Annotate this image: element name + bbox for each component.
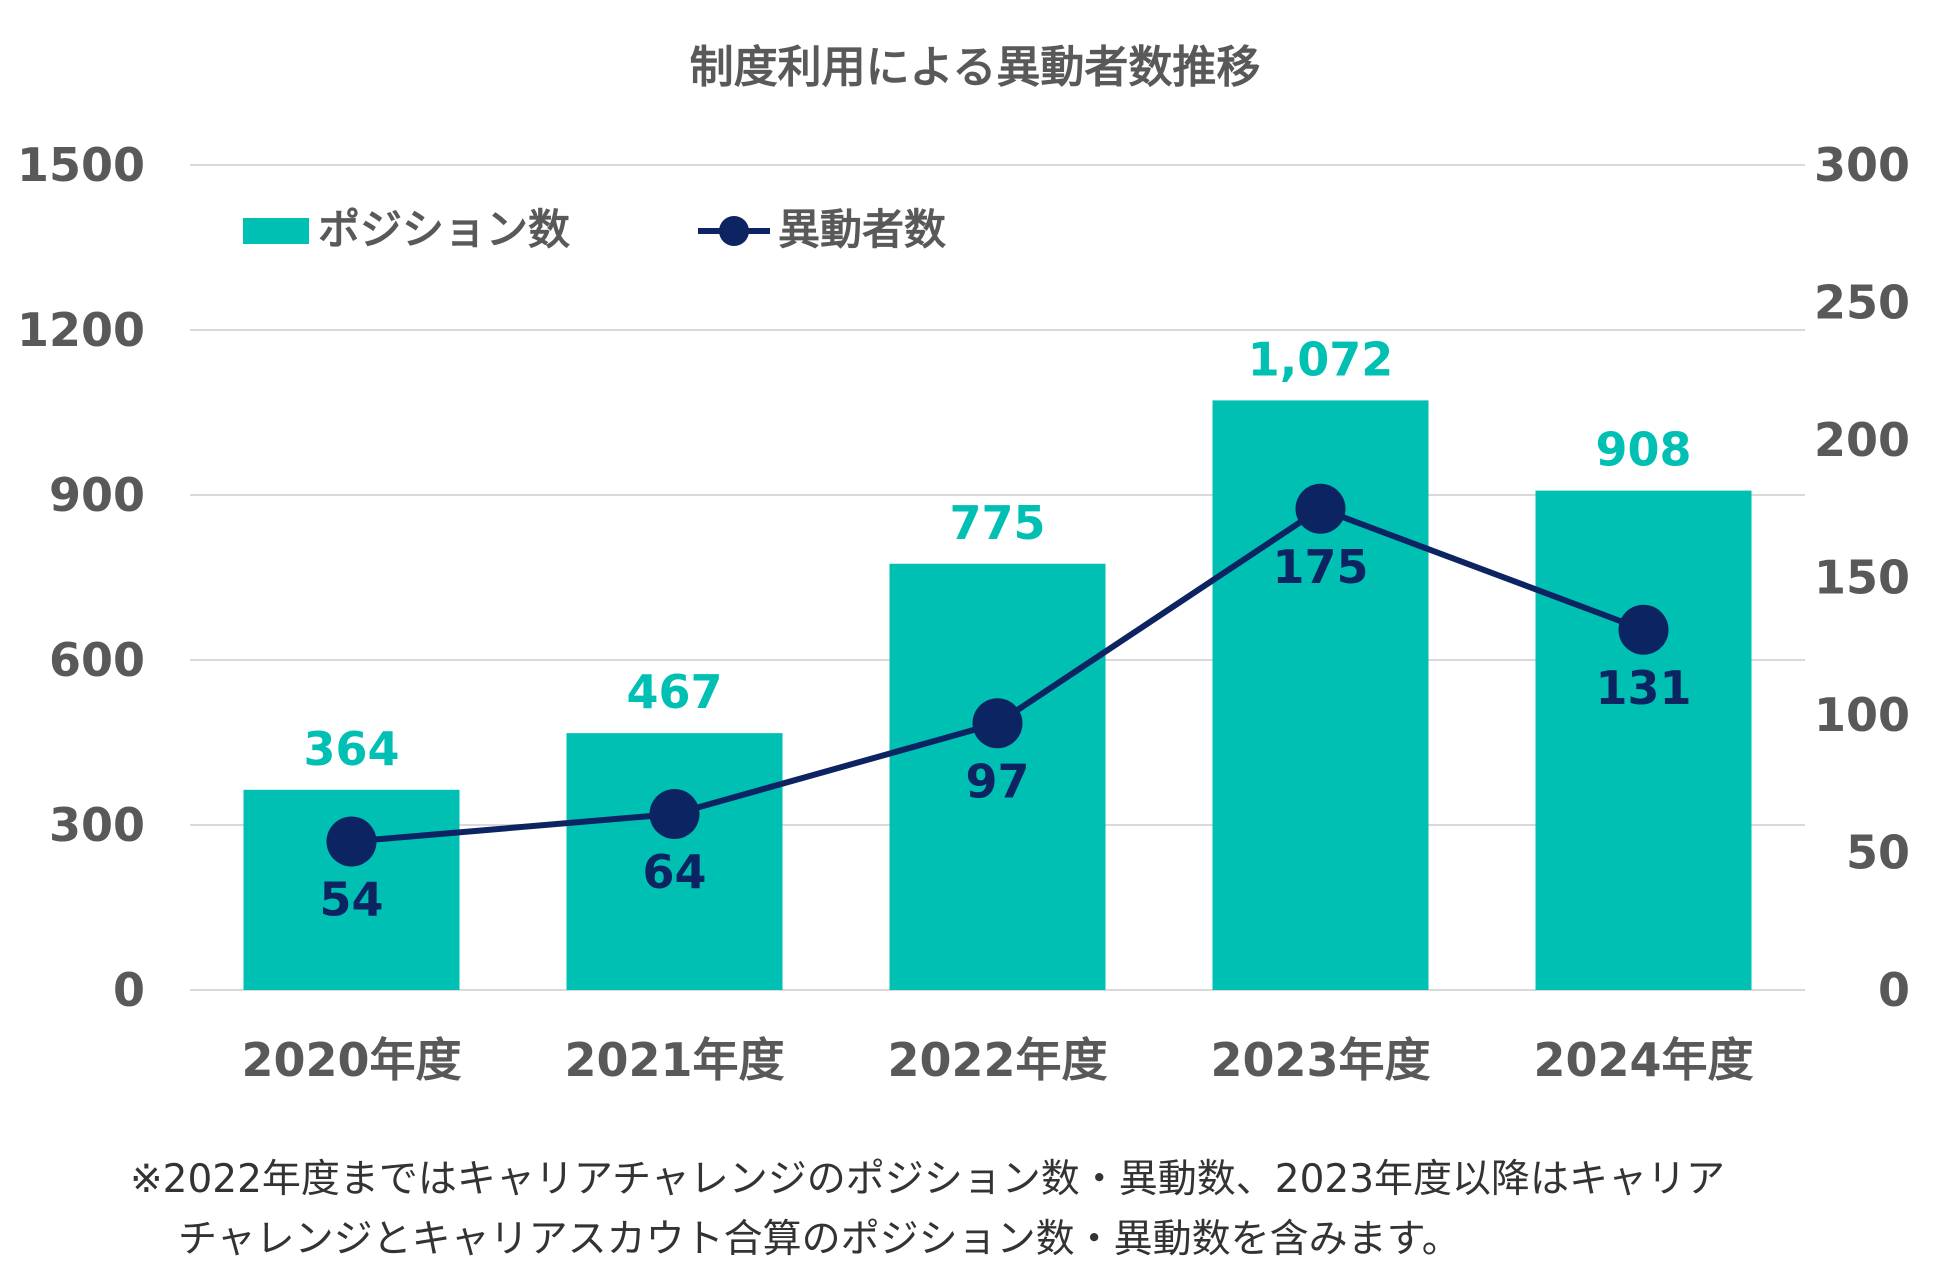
bar-series [243, 400, 1752, 990]
left-axis-tick: 1500 [17, 138, 145, 192]
right-axis-tick: 50 [1846, 826, 1910, 880]
left-axis-tick: 0 [113, 963, 145, 1017]
line-point [1295, 483, 1346, 534]
x-axis-tick: 2021年度 [564, 1033, 784, 1087]
x-axis: 2020年度 2021年度 2022年度 2023年度 2024年度 [241, 1033, 1753, 1087]
line-labels: 54 64 97 175 131 [319, 540, 1691, 927]
left-axis-tick: 1200 [17, 303, 145, 357]
bar-labels: 364 467 775 1,072 908 [303, 332, 1691, 775]
x-axis-tick: 2020年度 [241, 1033, 461, 1087]
chart-title: 制度利用による異動者数推移 [690, 42, 1261, 93]
legend-swatch-bar [243, 218, 309, 244]
bar-data-label: 1,072 [1248, 332, 1394, 386]
footnote-line-2: チャレンジとキャリアスカウト合算のポジション数・異動数を含みます。 [178, 1217, 1461, 1262]
right-axis-tick: 200 [1814, 413, 1910, 467]
line-data-label: 64 [642, 845, 706, 899]
line-point [1618, 604, 1669, 655]
bar-data-label: 908 [1595, 423, 1691, 477]
right-axis-tick: 150 [1814, 551, 1910, 605]
bar-data-label: 775 [949, 496, 1045, 550]
right-axis: 0 50 100 150 200 250 300 [1814, 138, 1910, 1017]
legend-label-bar: ポジション数 [318, 205, 570, 254]
left-axis: 0 300 600 900 1200 1500 [17, 138, 145, 1017]
x-axis-tick: 2024年度 [1533, 1033, 1753, 1087]
legend-marker [719, 216, 749, 246]
x-axis-tick: 2022年度 [887, 1033, 1107, 1087]
footnote-line-1: ※2022年度まではキャリアチャレンジのポジション数・異動数、2023年度以降は… [130, 1157, 1726, 1202]
left-axis-tick: 300 [49, 798, 145, 852]
line-point [649, 789, 700, 839]
left-axis-tick: 900 [49, 468, 145, 522]
right-axis-tick: 250 [1814, 276, 1910, 330]
line-data-label: 131 [1595, 661, 1691, 715]
right-axis-tick: 300 [1814, 138, 1910, 192]
legend-label-line: 異動者数 [778, 205, 946, 254]
line-point [972, 698, 1023, 749]
line-data-label: 175 [1272, 540, 1368, 594]
bar-data-label: 364 [303, 722, 399, 776]
right-axis-tick: 100 [1814, 688, 1910, 742]
bar [1535, 490, 1752, 990]
bar [889, 563, 1106, 990]
legend: ポジション数 異動者数 [243, 205, 946, 254]
line-data-label: 54 [319, 873, 383, 927]
bar-data-label: 467 [626, 665, 722, 719]
line-series [326, 483, 1669, 867]
bar [566, 733, 783, 990]
x-axis-tick: 2023年度 [1210, 1033, 1430, 1087]
left-axis-tick: 600 [49, 633, 145, 687]
line-point [326, 816, 377, 867]
right-axis-tick: 0 [1878, 963, 1910, 1017]
line-data-label: 97 [965, 754, 1029, 808]
